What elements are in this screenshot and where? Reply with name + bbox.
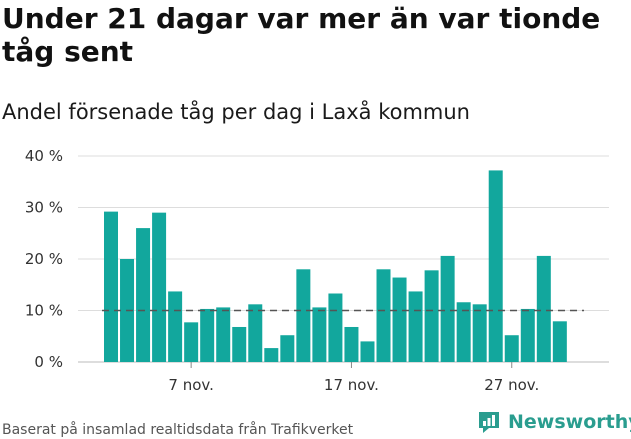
bar	[184, 322, 199, 362]
y-tick-label: 30 %	[25, 199, 63, 217]
x-tick-label: 27 nov.	[484, 376, 539, 394]
bars	[104, 170, 567, 362]
bar	[424, 270, 439, 362]
bar	[552, 321, 567, 362]
y-axis-labels: 0 % 10 % 20 % 30 % 40 %	[25, 147, 63, 371]
bar	[104, 211, 118, 362]
chart-subtitle: Andel försenade tåg per dag i Laxå kommu…	[2, 100, 470, 124]
y-tick-label: 20 %	[25, 250, 63, 268]
y-tick-label: 0 %	[34, 353, 63, 371]
newsworthy-logo-icon	[479, 412, 499, 433]
x-tick-label: 7 nov.	[168, 376, 213, 394]
x-tick-label: 17 nov.	[324, 376, 379, 394]
y-tick-label: 10 %	[25, 302, 63, 320]
brand-logo: Newsworthy	[476, 408, 631, 436]
bar	[344, 326, 359, 362]
bar	[536, 255, 551, 362]
bar	[248, 304, 263, 362]
source-note: Baserat på insamlad realtidsdata från Tr…	[2, 422, 354, 438]
bar	[200, 308, 215, 362]
bar	[408, 291, 423, 362]
bar	[152, 212, 167, 362]
bar	[360, 341, 375, 362]
bar	[280, 335, 295, 362]
bar	[216, 307, 231, 362]
bar	[376, 269, 391, 362]
bar	[488, 170, 503, 362]
bar	[440, 255, 455, 362]
bar	[232, 326, 247, 362]
bar	[136, 228, 151, 362]
bar	[392, 277, 407, 362]
bar	[312, 307, 327, 362]
bar	[328, 293, 343, 362]
x-axis-labels: 7 nov. 17 nov. 27 nov.	[168, 362, 539, 394]
chart-title: Under 21 dagar var mer än var tionde tåg…	[2, 2, 601, 68]
bar-chart: 0 % 10 % 20 % 30 % 40 % 7 nov. 17 nov. 27 nov.	[25, 147, 609, 394]
brand-name: Newsworthy	[508, 411, 631, 433]
bar	[168, 291, 183, 362]
y-tick-label: 40 %	[25, 147, 63, 165]
bar	[264, 348, 279, 362]
bar	[472, 304, 487, 362]
bar	[504, 335, 519, 362]
bar	[520, 308, 535, 362]
bar	[456, 302, 471, 362]
bar	[296, 269, 311, 362]
